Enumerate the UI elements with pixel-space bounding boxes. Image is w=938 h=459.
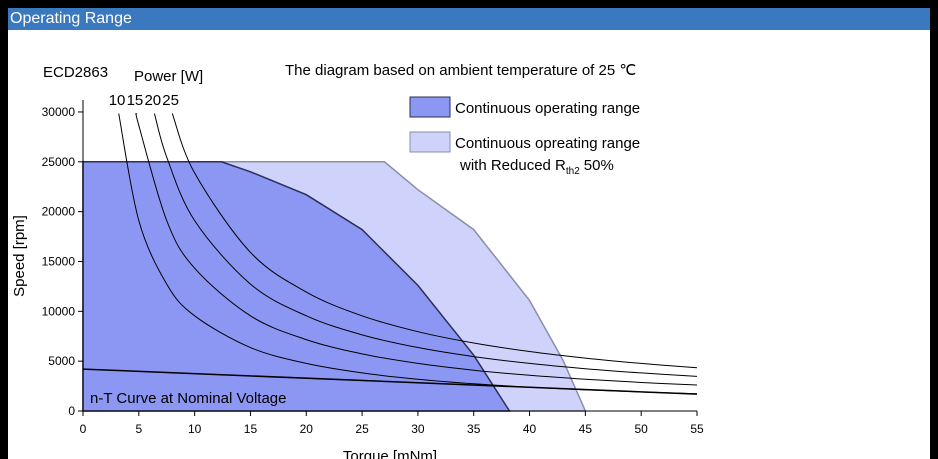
x-axis-label: Torque [mNm] bbox=[343, 448, 437, 459]
power-curve bbox=[171, 113, 697, 369]
header-title: Operating Range bbox=[8, 8, 930, 30]
x-tick-label: 40 bbox=[523, 422, 537, 436]
x-tick-label: 15 bbox=[244, 422, 258, 436]
x-tick-label: 30 bbox=[411, 422, 425, 436]
legend-swatch bbox=[409, 96, 451, 118]
legend-label: Continuous operating range bbox=[455, 100, 640, 117]
legend-label: Continuous opreating range bbox=[455, 135, 640, 152]
y-tick-label: 10000 bbox=[42, 304, 76, 318]
legend-suffix: 50% bbox=[584, 157, 614, 174]
y-tick-label: 0 bbox=[68, 404, 75, 418]
legend-label-2: with Reduced Rth2 50% bbox=[459, 157, 614, 177]
y-tick-label: 30000 bbox=[42, 105, 76, 119]
y-tick-label: 25000 bbox=[42, 155, 76, 169]
note: The diagram based on ambient temperature… bbox=[285, 62, 636, 79]
y-axis-label: Speed [rpm] bbox=[11, 215, 28, 297]
x-tick-label: 10 bbox=[188, 422, 202, 436]
x-tick-label: 25 bbox=[355, 422, 369, 436]
power-curve bbox=[135, 112, 697, 386]
x-tick-label: 20 bbox=[300, 422, 314, 436]
power-label: 25 bbox=[162, 92, 179, 109]
x-tick-label: 55 bbox=[690, 422, 704, 436]
nt-curve bbox=[82, 368, 698, 395]
power-curve bbox=[153, 113, 697, 377]
nt-label: n-T Curve at Nominal Voltage bbox=[90, 390, 287, 407]
power-unit-label: Power [W] bbox=[134, 68, 203, 85]
legend-text: with Reduced R bbox=[459, 157, 566, 174]
power-label: 20 bbox=[144, 92, 161, 109]
legend-subscript: th2 bbox=[566, 166, 580, 177]
x-tick-label: 50 bbox=[635, 422, 649, 436]
power-label: 15 bbox=[127, 92, 144, 109]
y-tick-label: 15000 bbox=[42, 254, 76, 268]
x-tick-label: 0 bbox=[80, 422, 87, 436]
model-label: ECD2863 bbox=[43, 64, 108, 81]
y-tick-label: 5000 bbox=[48, 354, 75, 368]
power-label: 10 bbox=[109, 92, 126, 109]
legend-swatch bbox=[409, 131, 451, 153]
x-tick-label: 5 bbox=[135, 422, 142, 436]
x-tick-label: 45 bbox=[579, 422, 593, 436]
x-tick-label: 35 bbox=[467, 422, 481, 436]
y-tick-label: 20000 bbox=[42, 205, 76, 219]
